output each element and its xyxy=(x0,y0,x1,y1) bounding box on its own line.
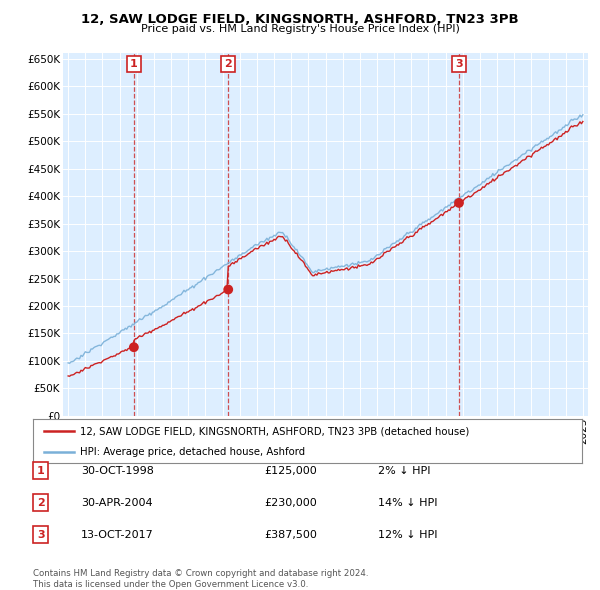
Text: 2: 2 xyxy=(224,59,232,69)
Text: 3: 3 xyxy=(37,530,44,539)
Text: Contains HM Land Registry data © Crown copyright and database right 2024.
This d: Contains HM Land Registry data © Crown c… xyxy=(33,569,368,589)
Text: 2: 2 xyxy=(37,498,44,507)
Text: 1: 1 xyxy=(37,466,44,476)
Text: £125,000: £125,000 xyxy=(264,466,317,476)
Text: Price paid vs. HM Land Registry's House Price Index (HPI): Price paid vs. HM Land Registry's House … xyxy=(140,24,460,34)
Text: 1: 1 xyxy=(130,59,138,69)
Point xyxy=(454,198,464,208)
Point xyxy=(129,343,139,352)
Text: 2% ↓ HPI: 2% ↓ HPI xyxy=(378,466,431,476)
Text: £387,500: £387,500 xyxy=(264,530,317,539)
Text: 13-OCT-2017: 13-OCT-2017 xyxy=(81,530,154,539)
Point xyxy=(223,285,233,294)
Text: 30-OCT-1998: 30-OCT-1998 xyxy=(81,466,154,476)
Text: 14% ↓ HPI: 14% ↓ HPI xyxy=(378,498,437,507)
Text: 12, SAW LODGE FIELD, KINGSNORTH, ASHFORD, TN23 3PB (detached house): 12, SAW LODGE FIELD, KINGSNORTH, ASHFORD… xyxy=(80,427,469,436)
Text: 12, SAW LODGE FIELD, KINGSNORTH, ASHFORD, TN23 3PB: 12, SAW LODGE FIELD, KINGSNORTH, ASHFORD… xyxy=(81,13,519,26)
Text: £230,000: £230,000 xyxy=(264,498,317,507)
Text: HPI: Average price, detached house, Ashford: HPI: Average price, detached house, Ashf… xyxy=(80,447,305,457)
Text: 3: 3 xyxy=(455,59,463,69)
Text: 12% ↓ HPI: 12% ↓ HPI xyxy=(378,530,437,539)
Text: 30-APR-2004: 30-APR-2004 xyxy=(81,498,152,507)
